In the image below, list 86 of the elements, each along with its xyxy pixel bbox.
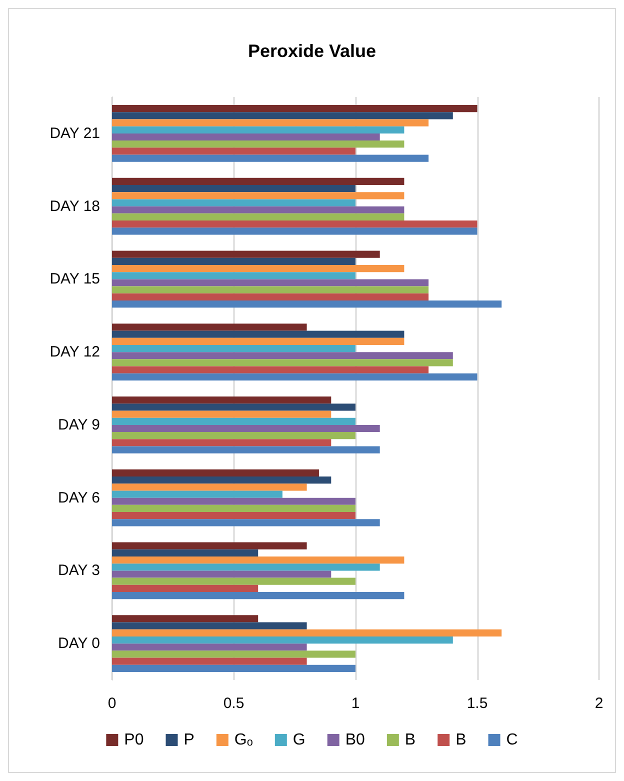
x-tick-label: 1.5 bbox=[466, 695, 488, 712]
y-tick-label: DAY 15 bbox=[50, 270, 100, 288]
bar bbox=[112, 366, 429, 374]
x-tick-label: 0.5 bbox=[223, 695, 244, 712]
bar bbox=[112, 192, 404, 200]
bar bbox=[112, 133, 380, 141]
bar bbox=[112, 148, 356, 155]
bar bbox=[112, 178, 404, 185]
bar bbox=[112, 476, 332, 484]
bar bbox=[112, 629, 502, 636]
bar bbox=[112, 664, 356, 672]
legend-label: Gₒ bbox=[234, 732, 253, 748]
y-tick-label: DAY 9 bbox=[58, 416, 100, 434]
bar bbox=[112, 504, 356, 512]
y-tick-label: DAY 0 bbox=[58, 635, 100, 652]
bar bbox=[112, 184, 356, 192]
legend-label: G bbox=[292, 732, 306, 748]
bar bbox=[112, 512, 356, 520]
x-tick-label: 1 bbox=[351, 695, 360, 712]
bar bbox=[112, 636, 453, 644]
bar bbox=[112, 658, 307, 665]
bar bbox=[112, 154, 429, 162]
bar bbox=[112, 564, 380, 571]
bar bbox=[112, 432, 356, 440]
bar bbox=[112, 105, 478, 112]
bar bbox=[112, 352, 453, 360]
y-tick-label: DAY 18 bbox=[50, 198, 100, 215]
bar bbox=[112, 359, 453, 366]
bar bbox=[112, 286, 429, 294]
bar bbox=[112, 584, 258, 592]
bar bbox=[112, 324, 307, 331]
bar bbox=[112, 410, 332, 418]
bar bbox=[112, 469, 319, 476]
bar bbox=[112, 570, 332, 578]
bar bbox=[112, 250, 380, 258]
chart-title: Peroxide Value bbox=[248, 41, 376, 61]
x-tick-label: 2 bbox=[594, 695, 604, 712]
bar bbox=[112, 279, 429, 286]
bar bbox=[112, 293, 429, 301]
bar bbox=[112, 424, 380, 432]
bar bbox=[112, 112, 453, 120]
bar bbox=[112, 199, 356, 206]
bar bbox=[112, 404, 356, 411]
bar bbox=[112, 542, 307, 550]
bar bbox=[112, 119, 429, 126]
bar bbox=[112, 592, 404, 600]
bar bbox=[112, 650, 356, 658]
bar bbox=[112, 622, 307, 630]
bar bbox=[112, 272, 356, 280]
y-tick-label: DAY 3 bbox=[58, 562, 100, 580]
bar bbox=[112, 519, 380, 526]
bar bbox=[112, 140, 404, 148]
bar bbox=[112, 498, 356, 505]
bar bbox=[112, 258, 356, 265]
y-tick-label: DAY 12 bbox=[50, 344, 100, 361]
legend-label: B bbox=[456, 732, 466, 748]
legend-label: B0 bbox=[345, 732, 366, 748]
bar bbox=[112, 264, 404, 272]
bar bbox=[112, 556, 404, 564]
legend-label: P bbox=[184, 732, 194, 748]
bar bbox=[112, 615, 258, 622]
y-tick-label: DAY 6 bbox=[58, 489, 100, 506]
bar bbox=[112, 206, 404, 214]
legend-label: B bbox=[404, 732, 416, 748]
bar bbox=[112, 300, 502, 308]
bar bbox=[112, 330, 404, 338]
bar bbox=[112, 126, 404, 134]
bar bbox=[112, 418, 356, 425]
bar bbox=[112, 213, 404, 221]
bar bbox=[112, 228, 478, 235]
bar bbox=[112, 578, 356, 585]
bar bbox=[112, 549, 258, 556]
bar bbox=[112, 373, 478, 380]
bar bbox=[112, 344, 356, 352]
bar bbox=[112, 490, 282, 498]
x-tick-label: 0 bbox=[108, 695, 116, 712]
bar bbox=[112, 439, 332, 446]
legend-label: P0 bbox=[124, 732, 144, 748]
bar bbox=[112, 644, 307, 651]
bar bbox=[112, 396, 332, 404]
bar bbox=[112, 484, 307, 491]
y-tick-label: DAY 21 bbox=[50, 124, 100, 142]
legend-label: C bbox=[506, 732, 518, 748]
bar bbox=[112, 220, 478, 228]
bar bbox=[112, 446, 380, 454]
bar bbox=[112, 338, 404, 345]
